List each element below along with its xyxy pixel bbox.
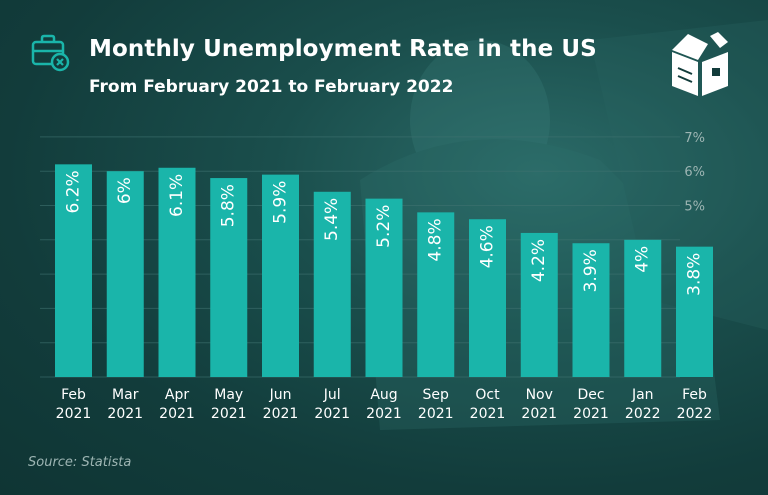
bar-value-label: 3.8%	[685, 253, 705, 296]
x-tick-label-month: Apr	[165, 387, 189, 403]
bar	[55, 164, 92, 377]
x-tick-label-month: Jul	[323, 387, 341, 403]
bar	[210, 178, 248, 377]
bar	[365, 198, 403, 377]
x-tick-label-year: 2021	[470, 406, 506, 422]
x-tick-label-month: Feb	[61, 387, 86, 403]
bar-value-label: 5.9%	[271, 181, 291, 224]
briefcase-clock-icon	[31, 34, 70, 72]
bar-value-label: 4.6%	[478, 225, 498, 268]
bar-value-label: 4%	[633, 246, 653, 273]
x-tick-label-year: 2021	[521, 406, 557, 422]
source-note: Source: Statista	[28, 455, 132, 470]
bar	[262, 174, 299, 377]
y-tick-label: 7%	[684, 131, 705, 146]
bar-value-label: 4.8%	[426, 218, 446, 261]
chart-title: Monthly Unemployment Rate in the US	[89, 36, 597, 62]
x-tick-label-month: Aug	[370, 387, 397, 403]
x-tick-label-month: Oct	[475, 387, 500, 403]
bar-value-label: 3.9%	[581, 249, 601, 292]
x-tick-label-year: 2021	[211, 406, 247, 422]
bar	[520, 232, 558, 377]
x-tick-label-year: 2021	[418, 406, 454, 422]
y-tick-label: 5%	[684, 200, 705, 215]
x-tick-label-year: 2021	[314, 406, 350, 422]
bar	[313, 191, 351, 377]
book-box-logo-icon	[672, 32, 728, 96]
x-tick-label-year: 2022	[677, 406, 713, 422]
bar	[106, 171, 144, 377]
x-tick-label-year: 2021	[56, 406, 92, 422]
bar	[572, 243, 610, 377]
bar	[417, 212, 455, 377]
x-tick-label-month: Jun	[269, 387, 292, 403]
chart-subtitle: From February 2021 to February 2022	[89, 77, 454, 97]
bar-value-label: 6.2%	[64, 170, 84, 213]
x-tick-label-month: Jan	[631, 387, 654, 403]
bar-value-label: 4.2%	[529, 239, 549, 282]
x-tick-label-year: 2021	[263, 406, 299, 422]
x-tick-label-month: Mar	[112, 387, 139, 403]
x-tick-label-month: Feb	[682, 387, 707, 403]
bar-value-label: 5.2%	[374, 205, 394, 248]
bar	[624, 239, 662, 377]
bar	[469, 219, 506, 377]
x-tick-label-year: 2021	[573, 406, 609, 422]
bar-value-label: 6%	[115, 177, 135, 204]
bar-value-label: 5.8%	[219, 184, 239, 227]
x-tick-label-year: 2021	[107, 406, 143, 422]
x-tick-label-year: 2022	[625, 406, 661, 422]
x-tick-label-month: Dec	[577, 387, 604, 403]
y-tick-label: 6%	[684, 165, 705, 180]
x-tick-label-month: May	[214, 387, 243, 403]
x-tick-label-month: Sep	[423, 387, 450, 403]
x-tick-label-year: 2021	[366, 406, 402, 422]
x-tick-label-month: Nov	[526, 387, 553, 403]
bar-value-label: 6.1%	[167, 174, 187, 217]
x-tick-label-year: 2021	[159, 406, 195, 422]
bar	[158, 167, 196, 377]
bar-value-label: 5.4%	[322, 198, 342, 241]
bar	[676, 246, 713, 377]
